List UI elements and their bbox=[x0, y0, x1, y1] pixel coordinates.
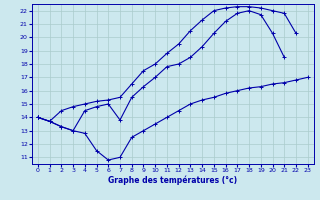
X-axis label: Graphe des températures (°c): Graphe des températures (°c) bbox=[108, 176, 237, 185]
